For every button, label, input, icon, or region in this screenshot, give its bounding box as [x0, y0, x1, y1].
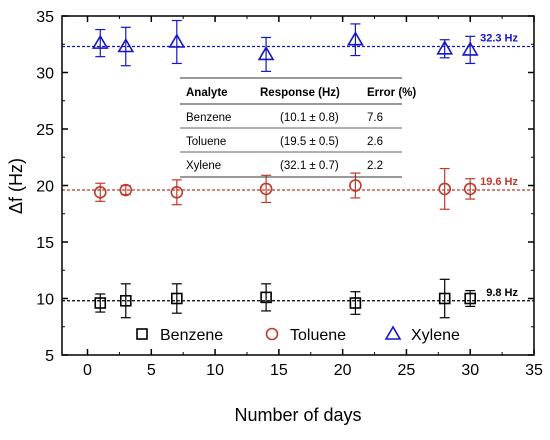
legend-marker-xylene: [384, 325, 402, 340]
legend-marker-benzene: [136, 328, 148, 340]
table-cell: (19.5 ± 0.5): [280, 136, 339, 148]
y-tick-label: 15: [36, 235, 54, 252]
y-tick-label: 10: [36, 292, 54, 309]
y-axis-label: Δf (Hz): [6, 158, 26, 214]
data-point-benzene: [171, 292, 183, 305]
y-tick-label: 30: [36, 66, 54, 83]
data-point-benzene: [119, 294, 132, 307]
data-point-toluene: [93, 185, 107, 199]
y-tick-label: 35: [36, 9, 54, 26]
x-tick-label: 20: [334, 362, 352, 379]
legend-label-xylene: Xylene: [411, 327, 460, 344]
data-point-toluene: [349, 179, 362, 192]
legend-label-toluene: Toluene: [290, 327, 346, 344]
table-cell: (10.1 ± 0.8): [280, 112, 339, 124]
table-cell: Benzene: [186, 112, 231, 124]
mean-label-benzene: 9.8 Hz: [486, 287, 518, 299]
data-point-benzene: [438, 292, 451, 305]
y-tick-label: 25: [36, 122, 54, 139]
data-point-toluene: [119, 183, 133, 197]
mean-label-toluene: 19.6 Hz: [480, 176, 518, 188]
inset-table: Analyte Response (Hz) Error (%) Benzene (10.…: [180, 77, 416, 178]
y-axis-ticks: 5 10 15 20 25 30 35: [36, 9, 534, 365]
mean-label-xylene: 32.3 Hz: [480, 33, 518, 45]
data-marks: [91, 19, 479, 319]
data-point-benzene: [349, 297, 362, 309]
y-tick-label: 5: [45, 348, 54, 365]
data-point-toluene: [463, 182, 477, 196]
data-point-xylene: [461, 41, 479, 56]
y-tick-label: 20: [36, 179, 54, 196]
data-point-xylene: [91, 34, 109, 49]
x-axis-label: Number of days: [234, 405, 361, 425]
table-cell: 2.2: [367, 160, 383, 172]
table-header-cell: Response (Hz): [260, 87, 340, 99]
data-point-xylene: [168, 33, 186, 48]
data-point-xylene: [117, 37, 135, 53]
x-tick-label: 30: [461, 362, 479, 379]
mean-lines: [62, 45, 534, 302]
data-point-xylene: [257, 45, 275, 61]
x-axis-ticks: 0 5 10 15 20 25 30 35: [83, 16, 543, 379]
data-point-benzene: [260, 291, 272, 304]
mean-labels: 9.8 Hz 19.6 Hz 32.3 Hz: [480, 33, 518, 299]
table-header-cell: Analyte: [186, 87, 228, 99]
table-cell: 2.6: [367, 136, 383, 148]
x-tick-label: 35: [525, 362, 543, 379]
data-point-toluene: [438, 182, 452, 196]
data-point-benzene: [94, 297, 107, 309]
x-tick-label: 15: [270, 362, 288, 379]
data-point-xylene: [436, 40, 454, 55]
data-point-toluene: [259, 182, 273, 196]
plot-frame: [61, 15, 535, 356]
legend-label-benzene: Benzene: [160, 327, 223, 344]
legend: Benzene Toluene Xylene: [136, 325, 460, 344]
data-point-benzene: [464, 292, 477, 305]
data-point-toluene: [170, 185, 184, 199]
table-cell: Toluene: [186, 136, 226, 148]
table-header-cell: Error (%): [367, 87, 416, 99]
x-tick-label: 5: [147, 362, 156, 379]
x-tick-label: 25: [398, 362, 416, 379]
x-tick-label: 0: [83, 362, 92, 379]
legend-marker-toluene: [265, 327, 279, 341]
table-cell: (32.1 ± 0.7): [280, 160, 339, 172]
x-tick-label: 10: [206, 362, 224, 379]
data-point-xylene: [347, 31, 364, 46]
table-cell: 7.6: [367, 112, 383, 124]
table-cell: Xylene: [186, 160, 221, 172]
